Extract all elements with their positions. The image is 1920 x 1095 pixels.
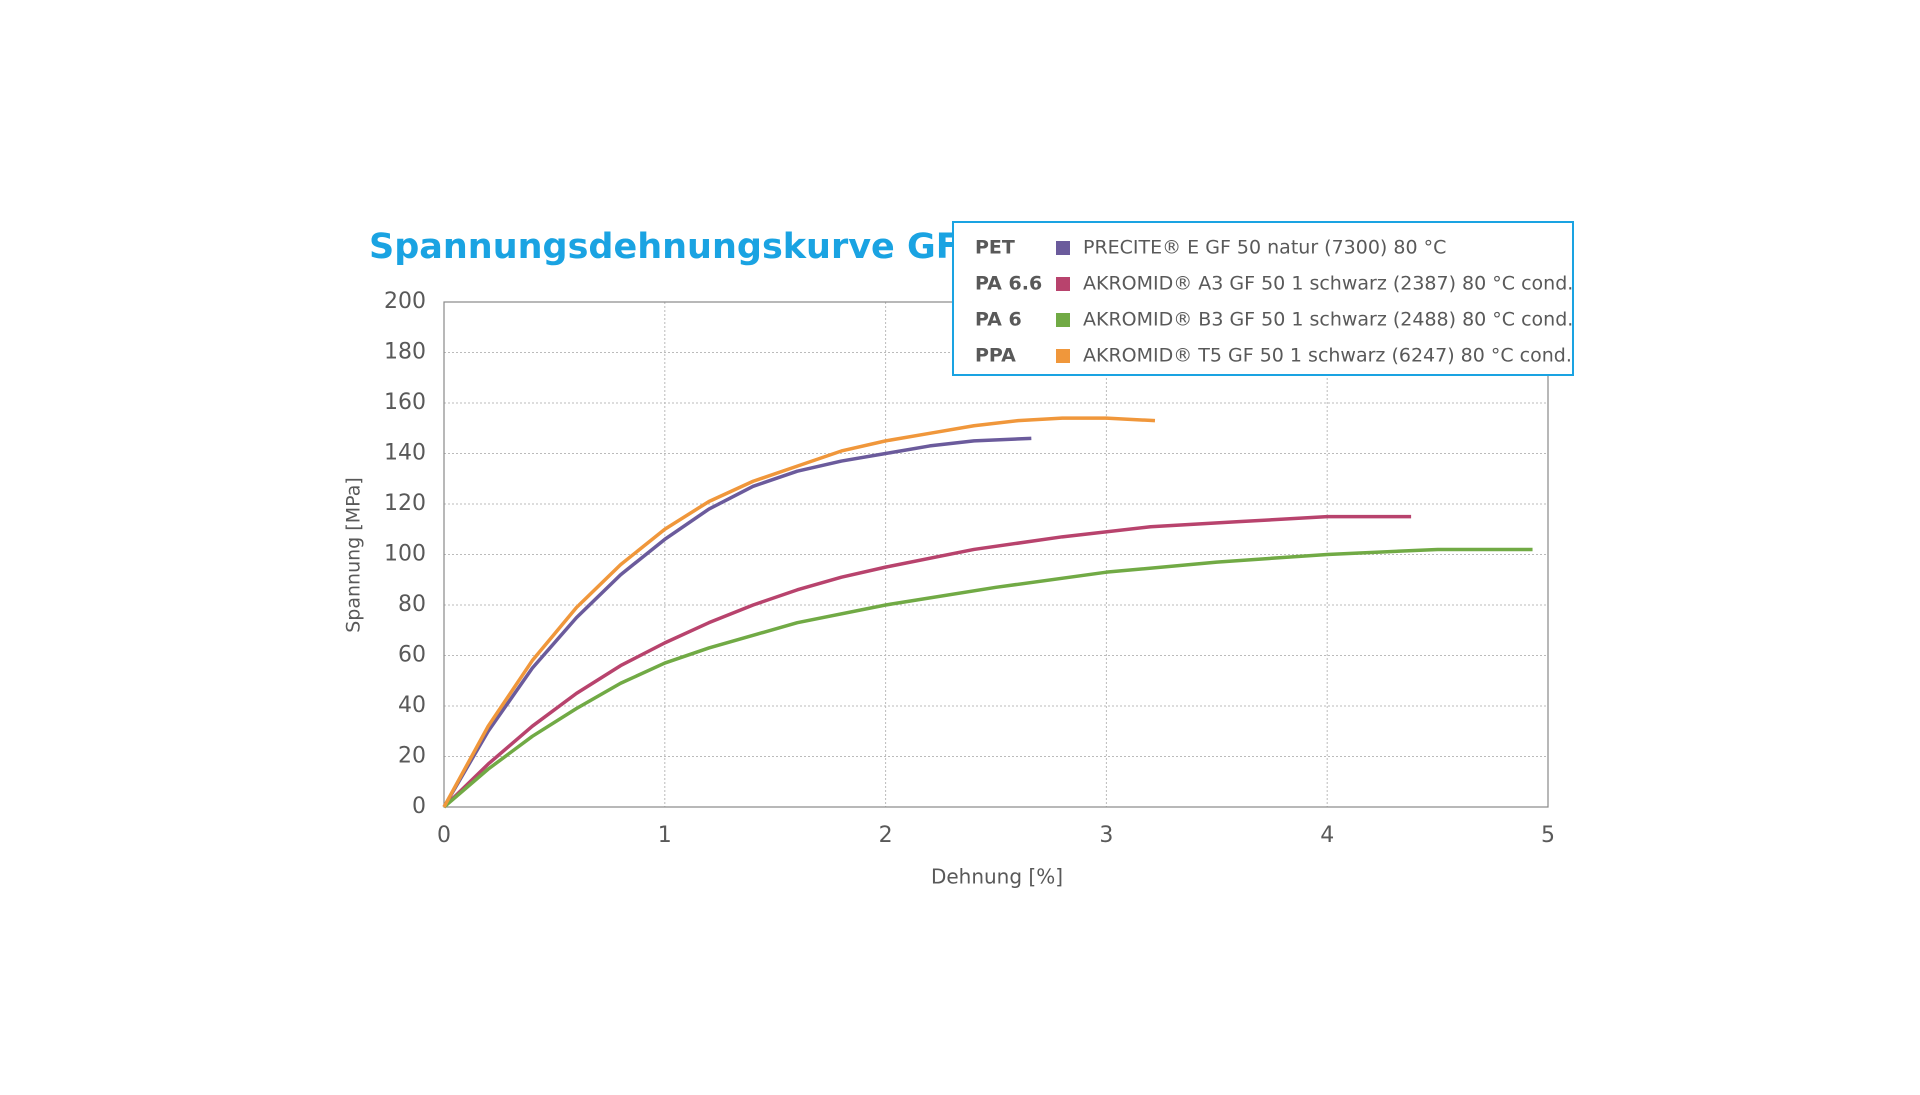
x-tick-label: 1 xyxy=(658,823,672,848)
y-tick-label: 120 xyxy=(384,491,426,516)
legend-code: PPA xyxy=(975,345,1016,367)
y-tick-label: 40 xyxy=(398,693,426,718)
x-axis-label: Dehnung [%] xyxy=(931,865,1063,889)
chart-title: Spannungsdehnungskurve GF 50 xyxy=(369,227,1021,267)
data-line xyxy=(442,416,1156,808)
data-line xyxy=(442,547,1533,809)
x-tick-label: 0 xyxy=(437,823,451,848)
y-tick-label: 140 xyxy=(384,441,426,466)
y-tick-label: 200 xyxy=(384,289,426,314)
legend-code: PET xyxy=(975,237,1015,259)
legend-swatch xyxy=(1056,277,1070,291)
legend-label: AKROMID® A3 GF 50 1 schwarz (2387) 80 °C… xyxy=(1083,273,1573,295)
legend-label: AKROMID® T5 GF 50 1 schwarz (6247) 80 °C… xyxy=(1083,345,1572,367)
y-tick-label: 80 xyxy=(398,592,426,617)
legend-code: PA 6.6 xyxy=(975,273,1042,295)
data-line xyxy=(442,514,1412,809)
y-tick-label: 60 xyxy=(398,643,426,668)
data-line xyxy=(442,436,1032,808)
legend-swatch xyxy=(1056,349,1070,363)
legend-label: AKROMID® B3 GF 50 1 schwarz (2488) 80 °C… xyxy=(1083,309,1573,331)
x-tick-label: 2 xyxy=(879,823,893,848)
x-tick-label: 3 xyxy=(1099,823,1113,848)
y-tick-label: 0 xyxy=(412,794,426,819)
y-axis-label: Spannung [MPa] xyxy=(343,477,365,633)
x-tick-label: 5 xyxy=(1541,823,1555,848)
y-tick-label: 20 xyxy=(398,744,426,769)
x-tick-label: 4 xyxy=(1320,823,1334,848)
y-tick-label: 160 xyxy=(384,390,426,415)
y-tick-label: 180 xyxy=(384,340,426,365)
legend-label: PRECITE® E GF 50 natur (7300) 80 °C xyxy=(1083,237,1446,259)
legend-code: PA 6 xyxy=(975,309,1022,331)
legend-swatch xyxy=(1056,313,1070,327)
y-tick-label: 100 xyxy=(384,542,426,567)
legend-swatch xyxy=(1056,241,1070,255)
